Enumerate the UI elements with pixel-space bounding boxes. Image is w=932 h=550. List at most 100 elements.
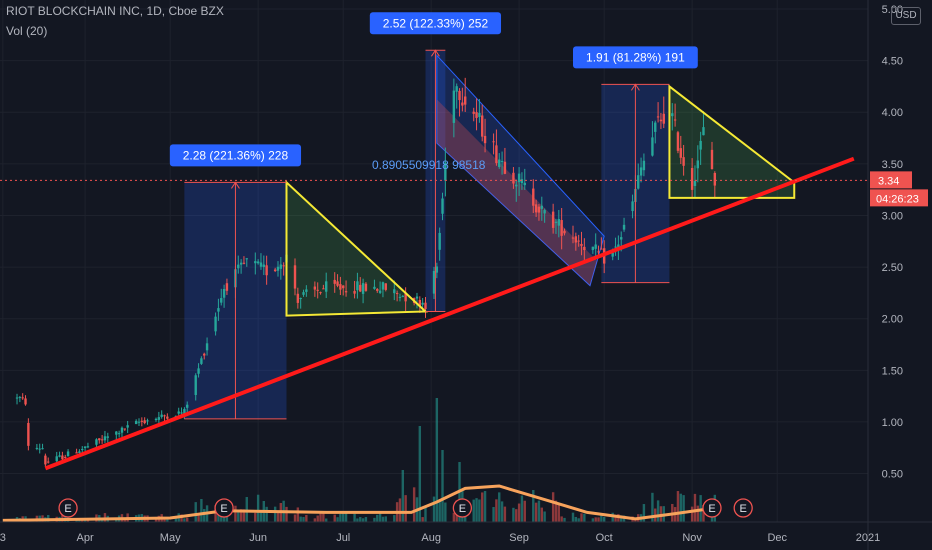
- candle-body: [140, 420, 144, 422]
- candle-body: [364, 283, 368, 291]
- last-price-value: 3.34: [878, 175, 899, 187]
- candle-body: [256, 261, 260, 264]
- volume-bar: [517, 503, 521, 522]
- volume-bar: [594, 517, 597, 522]
- earnings-label: E: [220, 503, 227, 515]
- candle-body: [563, 230, 566, 234]
- volume-bar: [611, 512, 614, 522]
- x-tick-label: Jul: [336, 532, 350, 544]
- x-tick-label: Apr: [77, 532, 94, 544]
- last-price-tag: [870, 171, 912, 189]
- volume-bar: [597, 517, 600, 522]
- earnings-marker: [702, 498, 722, 518]
- volume-bar: [532, 490, 535, 522]
- volume-bar: [571, 512, 575, 522]
- candle-body: [611, 252, 614, 257]
- volume-bar: [61, 513, 64, 522]
- candle-body: [163, 415, 166, 417]
- measure-label-box: [572, 46, 698, 69]
- candle-body: [205, 343, 209, 351]
- candle-body: [540, 205, 543, 209]
- candle-body: [154, 418, 158, 421]
- candle-body: [455, 86, 458, 92]
- volume-bar: [512, 507, 515, 522]
- volume-bar: [302, 517, 305, 522]
- volume-bar: [256, 494, 260, 522]
- volume-bar: [123, 518, 127, 522]
- candle-body: [551, 211, 555, 228]
- candle-body: [160, 414, 163, 417]
- volume-bar: [373, 517, 376, 522]
- candle-body: [475, 112, 478, 118]
- volume-bar: [234, 505, 237, 522]
- volume-bar: [702, 505, 705, 522]
- volume-bar: [259, 510, 263, 522]
- volume-bar: [163, 518, 166, 522]
- volume-bar: [319, 513, 322, 522]
- candle-body: [378, 290, 382, 293]
- y-tick-label: 2.50: [882, 262, 903, 274]
- candle-body: [115, 431, 118, 435]
- volume-bar: [554, 500, 558, 522]
- candle-body: [441, 198, 444, 214]
- volume-bar: [214, 505, 217, 522]
- candle-body: [15, 397, 19, 399]
- candle-body: [177, 411, 180, 414]
- candle-body: [259, 262, 263, 267]
- volume-bar: [690, 506, 694, 522]
- candle-body: [659, 119, 663, 122]
- x-tick-label: May: [160, 532, 181, 544]
- candle-body: [217, 308, 220, 312]
- earnings-label: E: [740, 503, 747, 515]
- candle-body: [41, 448, 44, 450]
- candle-body: [381, 282, 385, 290]
- volume-bar: [254, 512, 257, 522]
- candle-body: [353, 290, 356, 294]
- candle-body: [183, 409, 186, 414]
- volume-bar: [557, 504, 561, 522]
- y-tick-label: 2.00: [882, 314, 903, 326]
- candle-body: [126, 425, 129, 428]
- volume-bar: [682, 495, 685, 522]
- volume-bar: [696, 505, 700, 522]
- candle-body: [690, 167, 694, 190]
- volume-bar: [591, 518, 595, 522]
- channel-label: 0.8905509918 98518: [372, 158, 486, 172]
- candle-body: [515, 184, 518, 187]
- candle-body: [143, 420, 146, 424]
- candle-body: [532, 188, 535, 206]
- candle-body: [21, 397, 24, 399]
- candle-body: [418, 299, 422, 307]
- volume-bar: [495, 499, 498, 522]
- candle-body: [322, 288, 325, 290]
- measure-label-box: [369, 12, 502, 35]
- volume-bar: [563, 517, 566, 522]
- candle-body: [214, 316, 217, 332]
- volume-bar: [500, 501, 504, 522]
- candle-body: [305, 289, 308, 292]
- currency-badge[interactable]: USD: [891, 7, 921, 25]
- volume-bar: [523, 500, 526, 522]
- measure-arrowhead: [630, 83, 640, 91]
- candle-body: [64, 456, 67, 458]
- x-tick-label: Sep: [509, 532, 529, 544]
- candles: [15, 77, 717, 468]
- candle-body: [534, 204, 538, 213]
- volume-bar: [438, 500, 441, 522]
- candle-body: [276, 266, 280, 271]
- candle-body: [495, 145, 498, 164]
- candle-body: [444, 162, 447, 181]
- candle-body: [344, 291, 348, 293]
- measure-arrowhead: [231, 181, 240, 189]
- volume-bar: [245, 497, 248, 522]
- volume-bar: [656, 500, 660, 522]
- earnings-label: E: [708, 503, 715, 515]
- candle-body: [597, 251, 600, 253]
- candle-body: [398, 296, 402, 298]
- candle-body: [273, 269, 277, 272]
- volume-bar: [602, 516, 606, 522]
- y-tick-label: 0.50: [882, 469, 903, 481]
- volume-bar: [194, 502, 197, 522]
